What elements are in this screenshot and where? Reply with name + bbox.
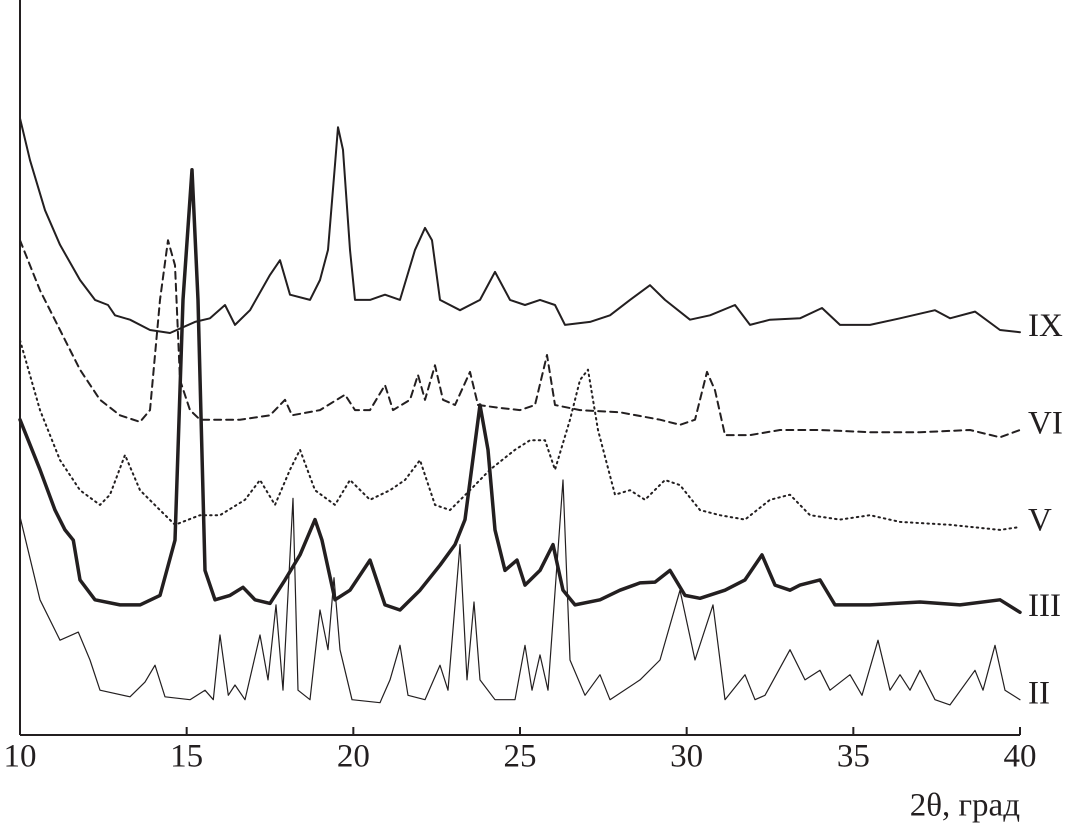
series-label: IX [1028,308,1063,344]
series-line [19,239,1021,439]
series-line [19,339,1021,531]
x-tick-label: 25 [504,739,537,775]
x-tick-label: 20 [337,739,370,775]
series-line [18,168,1022,615]
series-label: II [1028,675,1050,711]
series-label: V [1028,503,1052,539]
series-line [19,479,1021,706]
x-tick-label: 15 [170,739,203,775]
series-label: VI [1028,406,1063,442]
x-tick-label: 40 [1004,739,1037,775]
series-label: III [1028,588,1061,624]
x-tick-label: 35 [837,739,870,775]
series-line [19,117,1021,334]
x-tick-label: 10 [4,739,37,775]
x-tick-label: 30 [670,739,703,775]
x-axis-label: 2θ, град [910,788,1020,824]
